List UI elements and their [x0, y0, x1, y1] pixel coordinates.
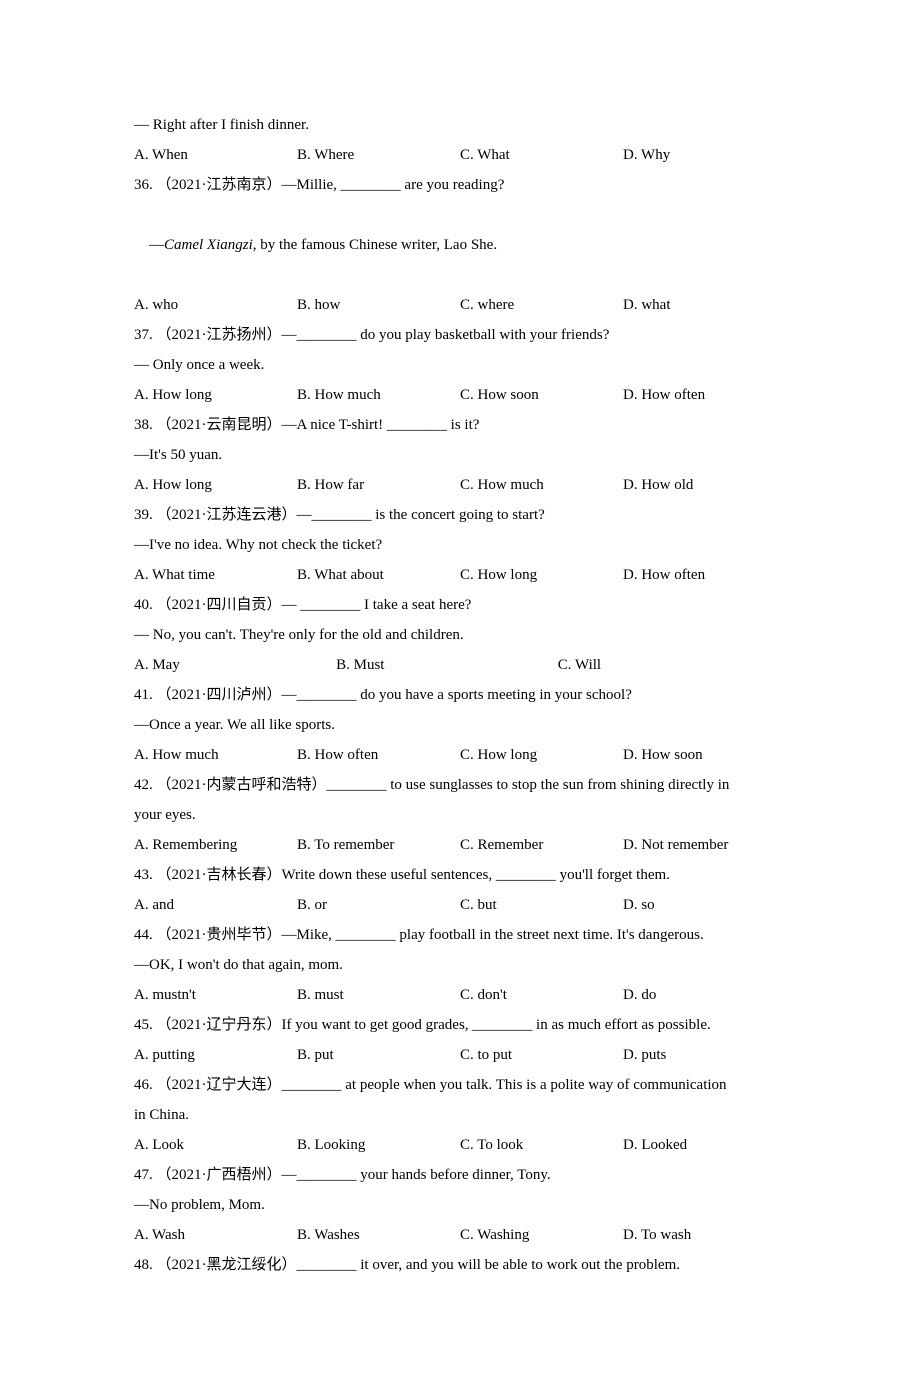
- q46-options: A. Look B. Looking C. To look D. Looked: [134, 1130, 786, 1160]
- q43-options: A. and B. or C. but D. so: [134, 890, 786, 920]
- q39-options: A. What time B. What about C. How long D…: [134, 560, 786, 590]
- q37-opt-a: A. How long: [134, 380, 297, 410]
- q42-opt-d: D. Not remember: [623, 830, 786, 860]
- q37-stem: 37. （2021·江苏扬州）—________ do you play bas…: [134, 320, 786, 350]
- exam-page: — Right after I finish dinner. A. When B…: [0, 0, 920, 1390]
- q38-opt-c: C. How much: [460, 470, 623, 500]
- q37-opt-d: D. How often: [623, 380, 786, 410]
- q42-stem-line1: 42. （2021·内蒙古呼和浩特）________ to use sungla…: [134, 770, 786, 800]
- q44-opt-c: C. don't: [460, 980, 623, 1010]
- q43-opt-a: A. and: [134, 890, 297, 920]
- q36-response: —Camel Xiangzi, by the famous Chinese wr…: [134, 200, 786, 290]
- q35-opt-c: C. What: [460, 140, 623, 170]
- q38-opt-a: A. How long: [134, 470, 297, 500]
- q39-opt-b: B. What about: [297, 560, 460, 590]
- q36-response-pre: —: [149, 237, 164, 253]
- q38-response: —It's 50 yuan.: [134, 440, 786, 470]
- q42-stem-line2: your eyes.: [134, 800, 786, 830]
- q36-opt-a: A. who: [134, 290, 297, 320]
- q45-options: A. putting B. put C. to put D. puts: [134, 1040, 786, 1070]
- q39-stem: 39. （2021·江苏连云港）—________ is the concert…: [134, 500, 786, 530]
- q40-opt-b: B. Must: [336, 650, 558, 680]
- q37-opt-c: C. How soon: [460, 380, 623, 410]
- q46-opt-b: B. Looking: [297, 1130, 460, 1160]
- q35-response: — Right after I finish dinner.: [134, 110, 786, 140]
- q39-opt-a: A. What time: [134, 560, 297, 590]
- q39-response: —I've no idea. Why not check the ticket?: [134, 530, 786, 560]
- q47-options: A. Wash B. Washes C. Washing D. To wash: [134, 1220, 786, 1250]
- q44-opt-a: A. mustn't: [134, 980, 297, 1010]
- q46-stem-line2: in China.: [134, 1100, 786, 1130]
- q41-stem: 41. （2021·四川泸州）—________ do you have a s…: [134, 680, 786, 710]
- q40-options: A. May B. Must C. Will: [134, 650, 786, 680]
- q47-opt-b: B. Washes: [297, 1220, 460, 1250]
- q46-opt-c: C. To look: [460, 1130, 623, 1160]
- q37-response: — Only once a week.: [134, 350, 786, 380]
- q40-opt-a: A. May: [134, 650, 336, 680]
- q39-opt-c: C. How long: [460, 560, 623, 590]
- q36-opt-b: B. how: [297, 290, 460, 320]
- q47-stem: 47. （2021·广西梧州）—________ your hands befo…: [134, 1160, 786, 1190]
- q41-opt-a: A. How much: [134, 740, 297, 770]
- q47-opt-a: A. Wash: [134, 1220, 297, 1250]
- q44-stem: 44. （2021·贵州毕节）—Mike, ________ play foot…: [134, 920, 786, 950]
- q45-opt-a: A. putting: [134, 1040, 297, 1070]
- q45-opt-b: B. put: [297, 1040, 460, 1070]
- q45-opt-c: C. to put: [460, 1040, 623, 1070]
- q43-stem: 43. （2021·吉林长春）Write down these useful s…: [134, 860, 786, 890]
- q44-response: —OK, I won't do that again, mom.: [134, 950, 786, 980]
- q42-opt-c: C. Remember: [460, 830, 623, 860]
- q43-opt-b: B. or: [297, 890, 460, 920]
- q42-options: A. Remembering B. To remember C. Remembe…: [134, 830, 786, 860]
- q43-opt-d: D. so: [623, 890, 786, 920]
- q38-opt-d: D. How old: [623, 470, 786, 500]
- q35-opt-b: B. Where: [297, 140, 460, 170]
- q46-opt-a: A. Look: [134, 1130, 297, 1160]
- q36-opt-d: D. what: [623, 290, 786, 320]
- q36-stem: 36. （2021·江苏南京）—Millie, ________ are you…: [134, 170, 786, 200]
- q38-stem: 38. （2021·云南昆明）—A nice T-shirt! ________…: [134, 410, 786, 440]
- q36-options: A. who B. how C. where D. what: [134, 290, 786, 320]
- q41-opt-d: D. How soon: [623, 740, 786, 770]
- q44-opt-d: D. do: [623, 980, 786, 1010]
- q44-opt-b: B. must: [297, 980, 460, 1010]
- q42-opt-b: B. To remember: [297, 830, 460, 860]
- q42-opt-a: A. Remembering: [134, 830, 297, 860]
- q37-opt-b: B. How much: [297, 380, 460, 410]
- q39-opt-d: D. How often: [623, 560, 786, 590]
- q36-response-post: , by the famous Chinese writer, Lao She.: [253, 237, 497, 253]
- q47-response: —No problem, Mom.: [134, 1190, 786, 1220]
- q41-opt-c: C. How long: [460, 740, 623, 770]
- q46-opt-d: D. Looked: [623, 1130, 786, 1160]
- q47-opt-c: C. Washing: [460, 1220, 623, 1250]
- q44-options: A. mustn't B. must C. don't D. do: [134, 980, 786, 1010]
- q45-opt-d: D. puts: [623, 1040, 786, 1070]
- q40-response: — No, you can't. They're only for the ol…: [134, 620, 786, 650]
- q35-opt-a: A. When: [134, 140, 297, 170]
- q35-opt-d: D. Why: [623, 140, 786, 170]
- q35-options: A. When B. Where C. What D. Why: [134, 140, 786, 170]
- q38-options: A. How long B. How far C. How much D. Ho…: [134, 470, 786, 500]
- q36-response-italic: Camel Xiangzi: [164, 237, 253, 253]
- q40-stem: 40. （2021·四川自贡）— ________ I take a seat …: [134, 590, 786, 620]
- q37-options: A. How long B. How much C. How soon D. H…: [134, 380, 786, 410]
- q41-response: —Once a year. We all like sports.: [134, 710, 786, 740]
- q40-opt-c: C. Will: [558, 650, 786, 680]
- q47-opt-d: D. To wash: [623, 1220, 786, 1250]
- q46-stem-line1: 46. （2021·辽宁大连）________ at people when y…: [134, 1070, 786, 1100]
- q41-opt-b: B. How often: [297, 740, 460, 770]
- q48-stem: 48. （2021·黑龙江绥化）________ it over, and yo…: [134, 1250, 786, 1280]
- q41-options: A. How much B. How often C. How long D. …: [134, 740, 786, 770]
- q36-opt-c: C. where: [460, 290, 623, 320]
- q38-opt-b: B. How far: [297, 470, 460, 500]
- q43-opt-c: C. but: [460, 890, 623, 920]
- q45-stem: 45. （2021·辽宁丹东）If you want to get good g…: [134, 1010, 786, 1040]
